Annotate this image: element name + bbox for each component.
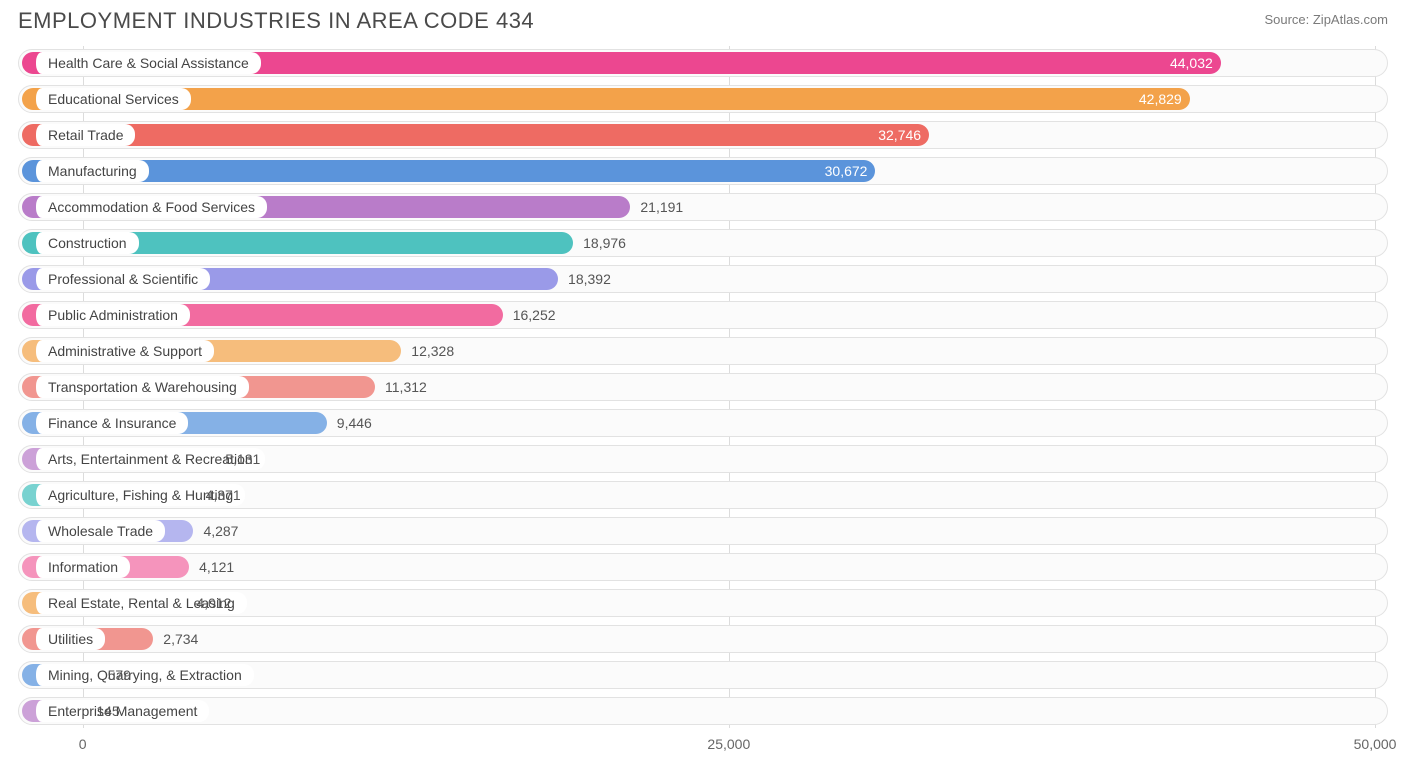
- bar-row: Mining, Quarrying, & Extraction579: [18, 658, 1388, 692]
- bar-value-label: 4,287: [203, 523, 238, 539]
- bar-row: Real Estate, Rental & Leasing4,012: [18, 586, 1388, 620]
- bar-value-label: 145: [96, 703, 119, 719]
- bar-row: Manufacturing 30,672: [18, 154, 1388, 188]
- bar-category-label: Information: [32, 556, 130, 578]
- bar-row: Accommodation & Food Services 21,191: [18, 190, 1388, 224]
- bar-row: Retail Trade 32,746: [18, 118, 1388, 152]
- bar-category-label: Educational Services: [32, 88, 191, 110]
- bar-value-label: 30,672: [825, 163, 868, 179]
- bar-category-label: Wholesale Trade: [32, 520, 165, 542]
- bar-category-label: Utilities: [32, 628, 105, 650]
- bar-row: Educational Services 42,829: [18, 82, 1388, 116]
- bar-row: Construction 18,976: [18, 226, 1388, 260]
- chart-title: EMPLOYMENT INDUSTRIES IN AREA CODE 434: [18, 8, 534, 34]
- bar-category-label: Finance & Insurance: [32, 412, 188, 434]
- bar-row: Utilities 2,734: [18, 622, 1388, 656]
- bar-row: Arts, Entertainment & Recreation5,131: [18, 442, 1388, 476]
- bar-category-label: Transportation & Warehousing: [32, 376, 249, 398]
- bar-row: Agriculture, Fishing & Hunting4,371: [18, 478, 1388, 512]
- bar-value-label: 18,976: [583, 235, 626, 251]
- bar-value-label: 4,121: [199, 559, 234, 575]
- bar-value-label: 21,191: [640, 199, 683, 215]
- bar-value-label: 4,012: [196, 595, 231, 611]
- bar-track: [18, 697, 1388, 725]
- bar-value-label: 9,446: [337, 415, 372, 431]
- bar-value-label: 4,371: [206, 487, 241, 503]
- bar-value-label: 16,252: [513, 307, 556, 323]
- bar-category-label: Enterprise Management: [32, 700, 209, 722]
- bar-value-label: 44,032: [1170, 55, 1213, 71]
- x-axis-tick-label: 0: [79, 736, 87, 752]
- bar-category-label: Construction: [32, 232, 139, 254]
- bar-value-label: 18,392: [568, 271, 611, 287]
- bar-fill: [22, 124, 929, 146]
- bar-row: Finance & Insurance 9,446: [18, 406, 1388, 440]
- bar-row: Wholesale Trade 4,287: [18, 514, 1388, 548]
- bar-row: Transportation & Warehousing 11,312: [18, 370, 1388, 404]
- bar-value-label: 32,746: [878, 127, 921, 143]
- bar-category-label: Manufacturing: [32, 160, 149, 182]
- bar-row: Information 4,121: [18, 550, 1388, 584]
- bar-value-label: 11,312: [385, 379, 427, 395]
- bar-row: Professional & Scientific 18,392: [18, 262, 1388, 296]
- bar-value-label: 5,131: [225, 451, 260, 467]
- chart-header: EMPLOYMENT INDUSTRIES IN AREA CODE 434 S…: [0, 0, 1406, 38]
- bar-category-label: Administrative & Support: [32, 340, 214, 362]
- bar-row: Enterprise Management145: [18, 694, 1388, 728]
- bar-row: Public Administration 16,252: [18, 298, 1388, 332]
- bar-value-label: 42,829: [1139, 91, 1182, 107]
- bar-fill: [22, 88, 1190, 110]
- chart-source: Source: ZipAtlas.com: [1264, 8, 1388, 27]
- x-axis-tick-label: 50,000: [1354, 736, 1397, 752]
- bar-category-label: Health Care & Social Assistance: [32, 52, 261, 74]
- bar-category-label: Retail Trade: [32, 124, 135, 146]
- bar-value-label: 2,734: [163, 631, 198, 647]
- bar-category-label: Professional & Scientific: [32, 268, 210, 290]
- bar-track: [18, 625, 1388, 653]
- bar-value-label: 12,328: [411, 343, 454, 359]
- x-axis: 025,00050,000: [18, 732, 1388, 760]
- chart-plot-area: Health Care & Social Assistance 44,032 Edu…: [0, 38, 1406, 728]
- bar-category-label: Accommodation & Food Services: [32, 196, 267, 218]
- bar-category-label: Public Administration: [32, 304, 190, 326]
- bars-container: Health Care & Social Assistance 44,032 Edu…: [18, 46, 1388, 728]
- bar-fill: [22, 160, 875, 182]
- bar-value-label: 579: [108, 667, 131, 683]
- x-axis-tick-label: 25,000: [707, 736, 750, 752]
- bar-row: Health Care & Social Assistance 44,032: [18, 46, 1388, 80]
- bar-row: Administrative & Support 12,328: [18, 334, 1388, 368]
- bar-category-label: Mining, Quarrying, & Extraction: [32, 664, 254, 686]
